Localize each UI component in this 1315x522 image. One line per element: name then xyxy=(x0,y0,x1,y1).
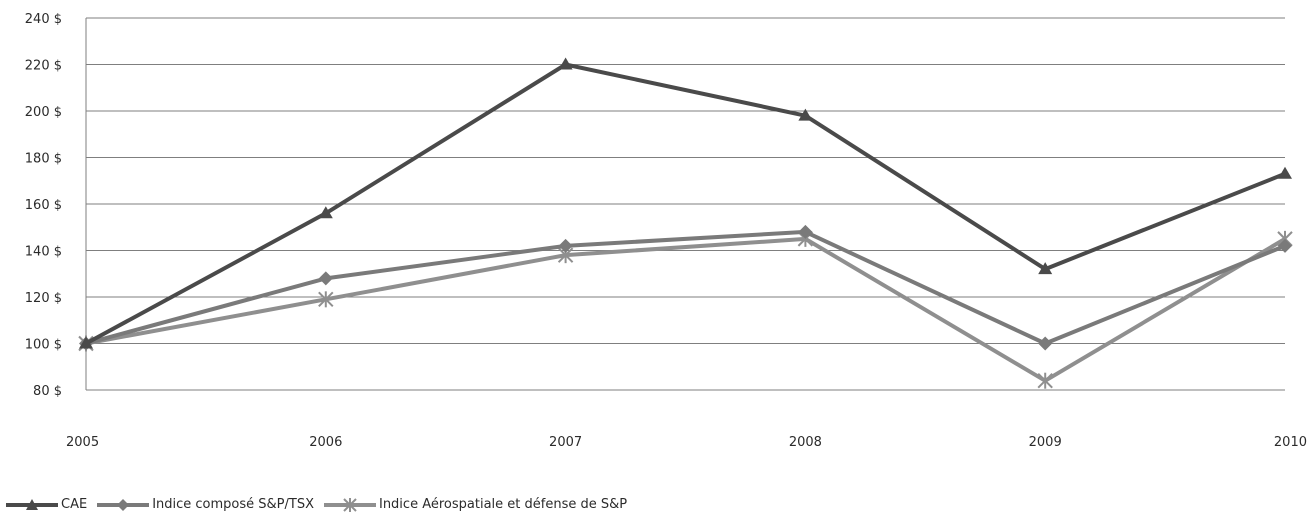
data-point xyxy=(558,238,573,253)
legend: CAE Indice composé S&P/TSX Indice Aérosp… xyxy=(6,497,627,512)
data-point xyxy=(1037,372,1053,389)
series-line xyxy=(85,236,1287,383)
data-point xyxy=(318,291,334,308)
legend-item-aero: Indice Aérospatiale et défense de S&P xyxy=(323,497,628,512)
series-line xyxy=(85,62,1286,346)
data-point xyxy=(558,57,573,70)
gridlines xyxy=(85,17,1285,391)
x-tick-label: 2007 xyxy=(549,435,582,450)
y-tick-label: 220 $ xyxy=(25,59,62,74)
y-tick-label: 180 $ xyxy=(25,152,62,167)
y-axis-ticks: 80 $ 100 $ 120 $ 140 $ 160 $ 180 $ 200 $ 220 $ 2… xyxy=(25,12,62,399)
legend-label-cae: CAE xyxy=(61,497,88,512)
legend-label-tsx: Indice composé S&P/TSX xyxy=(152,497,314,512)
data-point xyxy=(1038,336,1053,351)
x-tick-label: 2006 xyxy=(309,435,342,450)
y-tick-label: 200 $ xyxy=(25,105,62,120)
x-tick-label: 2010 xyxy=(1274,435,1307,450)
y-tick-label: 160 $ xyxy=(25,198,62,213)
legend-swatch-tsx xyxy=(97,498,150,511)
legend-label-aero: Indice Aérospatiale et défense de S&P xyxy=(378,497,628,512)
data-point xyxy=(318,206,333,219)
y-tick-label: 100 $ xyxy=(25,338,62,353)
x-tick-label: 2008 xyxy=(789,435,822,450)
y-tick-label: 240 $ xyxy=(25,12,62,27)
legend-item-cae: CAE xyxy=(6,497,87,512)
y-tick-label: 80 $ xyxy=(33,384,62,399)
data-point xyxy=(798,224,813,239)
data-point xyxy=(79,336,93,349)
series-2 xyxy=(78,230,1293,389)
line-chart: 80 $ 100 $ 120 $ 140 $ 160 $ 180 $ 200 $ 220 $ 2… xyxy=(25,12,1307,450)
x-tick-label: 2009 xyxy=(1029,435,1062,450)
data-point xyxy=(1278,238,1292,253)
legend-item-tsx: Indice composé S&P/TSX xyxy=(97,497,314,512)
data-point xyxy=(318,271,333,286)
y-tick-label: 120 $ xyxy=(25,291,62,306)
legend-swatch-aero xyxy=(323,497,376,512)
series-line xyxy=(85,229,1286,346)
y-tick-label: 140 $ xyxy=(25,245,62,260)
data-point xyxy=(798,108,813,121)
x-axis-ticks: 2005 2006 2007 2008 2009 2010 xyxy=(66,435,1307,450)
series-lines xyxy=(78,57,1293,389)
data-point xyxy=(1278,166,1292,179)
series-0 xyxy=(79,57,1292,349)
legend-swatch-cae xyxy=(6,498,58,510)
x-tick-label: 2005 xyxy=(66,435,99,450)
data-point xyxy=(1038,262,1053,275)
